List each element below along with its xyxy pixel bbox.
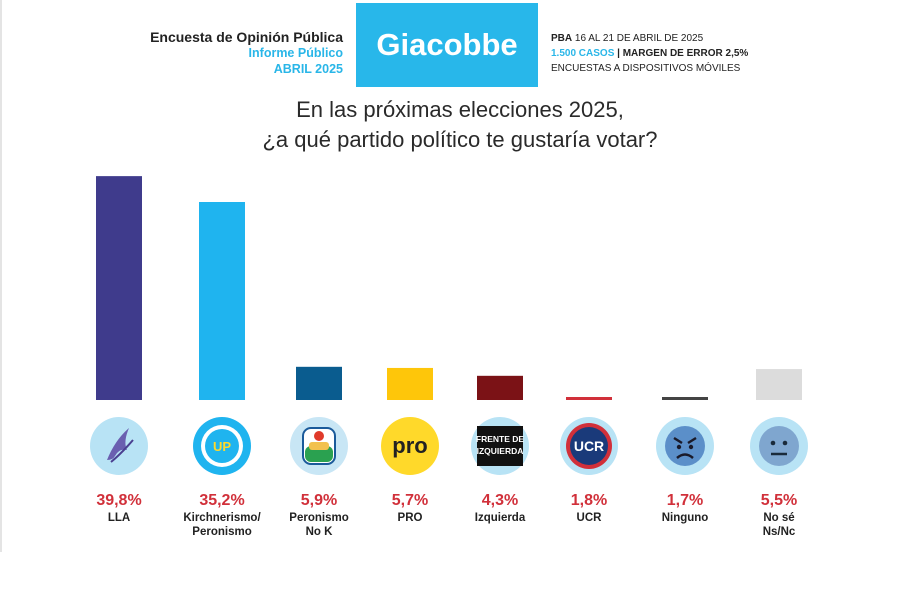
- bar-2: [199, 202, 245, 400]
- pj-logo-icon: [290, 417, 348, 475]
- lla-dove-icon: [90, 417, 148, 475]
- bar-7: [662, 397, 708, 400]
- report-type: Informe Público: [248, 46, 343, 60]
- category-label-2: Peronismo: [192, 526, 251, 538]
- value-label-5: 4,3%: [482, 492, 518, 509]
- ucr-inner: [570, 427, 608, 465]
- up-sun: [205, 429, 239, 463]
- angry-brows: [673, 436, 697, 445]
- category-label-4: PRO: [398, 512, 423, 524]
- question-line-1: En las próximas elecciones 2025,: [296, 97, 624, 122]
- neutral-eye-right: [782, 440, 788, 446]
- value-label-4: 5,7%: [392, 492, 428, 509]
- up-logo-icon: UP: [193, 417, 251, 475]
- value-label-1: 39,8%: [96, 492, 141, 509]
- neutral-face-icon: [750, 417, 808, 475]
- neutral-eye-left: [770, 440, 776, 446]
- left-edge-line: [0, 0, 2, 552]
- angry-face-icon: [656, 417, 714, 475]
- value-label-2: 35,2%: [199, 492, 244, 509]
- value-label-6: 1,8%: [571, 492, 607, 509]
- category-label-2: Kirchnerismo/: [183, 512, 261, 524]
- pj-hands: [309, 442, 329, 450]
- survey-cases: 1.500 CASOS: [551, 48, 615, 59]
- bar-4: [387, 367, 433, 400]
- category-label-8: Ns/Nc: [763, 526, 796, 538]
- report-date: ABRIL 2025: [273, 62, 343, 76]
- bar-3: [296, 366, 342, 400]
- pro-logo-icon: pro: [381, 417, 439, 475]
- category-label-5: Izquierda: [475, 512, 526, 524]
- category-label-7: Ninguno: [662, 512, 709, 524]
- survey-method: ENCUESTAS A DISPOSITIVOS MÓVILES: [551, 63, 741, 74]
- up-text: UP: [213, 439, 231, 454]
- report-title: Encuesta de Opinión Pública: [150, 29, 343, 45]
- question-line-2: ¿a qué partido político te gustaría vota…: [262, 127, 658, 152]
- angry-eye-right: [688, 444, 694, 450]
- dove-line: [110, 439, 134, 463]
- pro-text: pro: [392, 433, 427, 458]
- angry-face: [665, 426, 705, 466]
- survey-details: PBA 16 AL 21 DE ABRIL DE 2025 1.500 CASO…: [551, 31, 748, 76]
- fit-logo-icon: FRENTE DE IZQUIERDA: [471, 417, 529, 475]
- fit-text-1: FRENTE DE: [476, 434, 525, 444]
- survey-region-dates: PBA 16 AL 21 DE ABRIL DE 2025: [551, 31, 748, 46]
- category-label-8: No sé: [763, 512, 794, 524]
- angry-mouth: [676, 453, 694, 459]
- report-info: Encuesta de Opinión Pública Informe Públ…: [150, 29, 343, 77]
- pj-cap: [314, 431, 324, 441]
- angry-eye-left: [676, 444, 682, 450]
- dove-wing: [107, 428, 129, 460]
- category-label-3: Peronismo: [289, 512, 348, 524]
- fit-box: [477, 426, 523, 466]
- bar-5: [477, 375, 523, 400]
- survey-dates: 16 AL 21 DE ABRIL DE 2025: [572, 33, 704, 44]
- neutral-face: [759, 426, 799, 466]
- value-label-3: 5,9%: [301, 492, 337, 509]
- chart-question: En las próximas elecciones 2025, ¿a qué …: [160, 95, 760, 155]
- brand-name: Giacobbe: [376, 27, 518, 62]
- survey-sample: 1.500 CASOS | MARGEN DE ERROR 2,5%: [551, 46, 748, 61]
- survey-region: PBA: [551, 33, 573, 44]
- ucr-text: UCR: [574, 438, 604, 454]
- survey-margin: | MARGEN DE ERROR 2,5%: [614, 48, 749, 59]
- category-label-1: LLA: [108, 512, 130, 524]
- value-label-7: 1,7%: [667, 492, 703, 509]
- value-label-8: 5,5%: [761, 492, 797, 509]
- bar-1: [96, 176, 142, 400]
- fit-text-2: IZQUIERDA: [477, 446, 524, 456]
- ucr-logo-icon: UCR: [560, 417, 618, 475]
- brand-logo: Giacobbe: [356, 3, 538, 87]
- icon-circle: [381, 417, 439, 475]
- bar-8: [756, 369, 802, 400]
- category-label-6: UCR: [577, 512, 603, 524]
- bar-6: [566, 397, 612, 400]
- category-label-3: No K: [306, 526, 334, 538]
